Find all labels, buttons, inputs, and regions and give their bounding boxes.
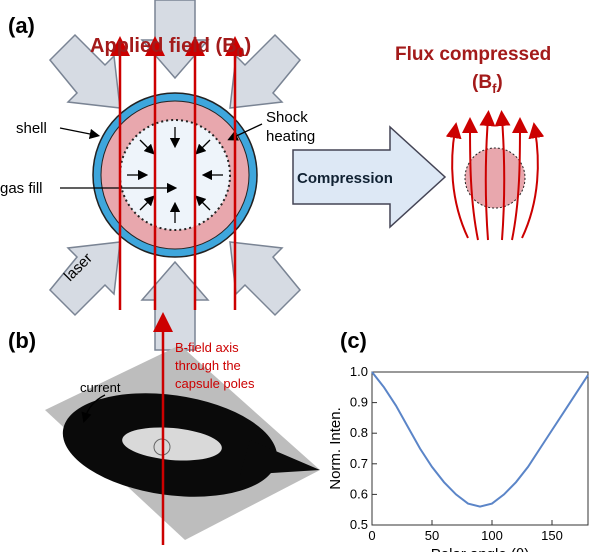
axis-label: through the: [175, 358, 241, 373]
current-label: current: [80, 380, 121, 395]
y-tick-label: 0.8: [350, 425, 368, 440]
x-axis-label: Polar angle (θ): [431, 546, 529, 552]
data-line: [371, 371, 589, 508]
panel-label: (c): [340, 328, 367, 353]
shock-label: heating: [266, 128, 315, 145]
chart: 0 50 100 150 0.5 0.6 0.7 0.8 0.9 1.0 Polar angle (…: [327, 364, 589, 552]
panel-a-drawing: [48, 0, 545, 351]
panel-b-image: [45, 312, 320, 545]
y-tick-label: 1.0: [350, 364, 368, 379]
panel-label: (a): [8, 13, 35, 38]
y-tick-label: 0.5: [350, 517, 368, 532]
gas-label: gas fill: [0, 180, 43, 197]
flux-label: (Bf): [472, 72, 503, 96]
flux-label: Flux compressed: [395, 44, 551, 65]
x-tick-label: 100: [481, 528, 503, 543]
applied-field: Applied field (B0): [90, 35, 251, 60]
shock-label: Shock: [266, 109, 308, 126]
shell-label: shell: [16, 120, 47, 137]
axis-label: B-field axis: [175, 340, 239, 355]
x-tick-label: 0: [368, 528, 375, 543]
x-tick-label: 150: [541, 528, 563, 543]
y-tick-label: 0.9: [350, 395, 368, 410]
x-tick-label: 50: [425, 528, 439, 543]
y-axis-label: Norm. Inten.: [327, 407, 344, 490]
plot-frame: [371, 371, 589, 526]
y-tick-label: 0.6: [350, 486, 368, 501]
y-tick-label: 0.7: [350, 456, 368, 471]
panel-label: (b): [8, 328, 36, 353]
compression-label: Compression: [297, 170, 393, 187]
axis-label: capsule poles: [175, 376, 255, 391]
